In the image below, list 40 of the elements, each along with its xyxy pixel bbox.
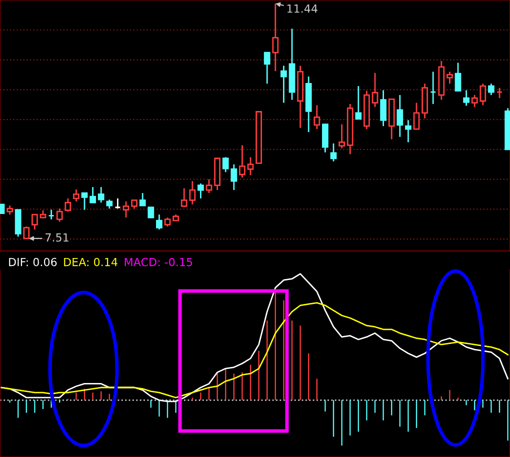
annotation: 11.44 — [287, 4, 318, 13]
candlestick — [380, 90, 386, 127]
candlestick — [64, 198, 72, 212]
candlestick — [90, 186, 96, 204]
candlestick — [413, 102, 420, 130]
candlestick — [463, 90, 470, 106]
text: DEA: 0.14 — [64, 258, 118, 266]
candlestick — [338, 124, 345, 149]
candlestick — [454, 62, 462, 92]
candlestick — [330, 142, 337, 162]
candlestick — [32, 214, 38, 230]
candlestick — [239, 144, 246, 178]
candlestick — [98, 186, 104, 204]
annotation: 7.51 — [46, 233, 68, 242]
candlestick — [372, 72, 378, 108]
candlestick — [355, 85, 362, 120]
candlestick — [48, 209, 54, 220]
candlestick — [446, 71, 453, 84]
candlestick — [81, 192, 88, 210]
candlestick — [430, 71, 436, 105]
text: MACD: -0.15 — [124, 258, 192, 266]
candlestick — [405, 119, 412, 143]
candlestick — [396, 94, 404, 138]
candlestick — [156, 214, 162, 230]
text: DIF: 0.06 — [9, 258, 57, 266]
candlestick — [122, 200, 130, 218]
candlestick — [488, 82, 494, 96]
candlestick — [322, 124, 328, 154]
candlestick — [14, 209, 22, 238]
candlestick — [114, 198, 121, 210]
candlestick — [139, 192, 146, 206]
candlestick — [198, 182, 204, 200]
candlestick — [206, 178, 212, 194]
candlestick — [314, 104, 320, 130]
candlestick — [56, 208, 63, 222]
candlestick — [496, 87, 503, 99]
candlestick — [247, 156, 254, 176]
candlestick — [264, 52, 270, 84]
candlestick — [73, 188, 80, 202]
candlestick — [280, 65, 287, 104]
